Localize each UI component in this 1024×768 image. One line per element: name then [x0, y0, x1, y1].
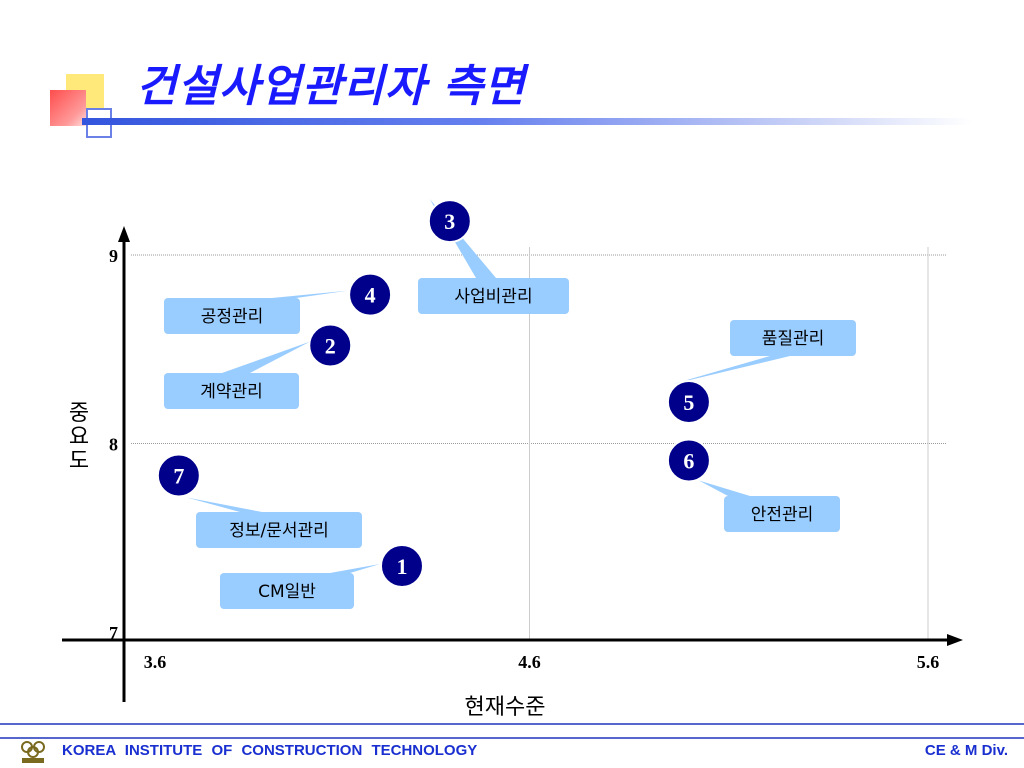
data-point-marker	[666, 438, 711, 483]
data-point-number: 7	[173, 464, 184, 489]
chart-axes	[62, 226, 963, 702]
x-axis-title: 현재수준	[465, 695, 546, 720]
callout-label: 공정관리	[201, 307, 264, 327]
title-underline	[82, 118, 972, 125]
footer-org-name: KOREA INSTITUTE OF CONSTRUCTION TECHNOLO…	[62, 742, 478, 759]
decor-square-red	[50, 90, 86, 126]
callout-label: 정보/문서관리	[229, 521, 329, 541]
x-tick-label: 3.6	[144, 652, 167, 672]
chart-markers: 1 2 3 4 5 6 7	[156, 199, 711, 589]
chart-ticks: 3.6 4.6 5.6 7 8 9	[109, 246, 939, 672]
footer-division: CE & M Div.	[924, 742, 1008, 759]
data-point-number: 1	[396, 554, 407, 579]
data-point-marker	[308, 323, 353, 368]
y-tick-label: 7	[109, 623, 118, 643]
callout-label: CM일반	[258, 582, 316, 602]
x-axis-arrow	[947, 634, 963, 646]
callout-tail	[186, 497, 262, 512]
data-point-marker	[156, 453, 201, 498]
callout-label: 안전관리	[751, 505, 814, 525]
y-tick-label: 8	[109, 435, 118, 455]
data-point-marker	[666, 380, 711, 425]
callout-label: 품질관리	[762, 329, 825, 349]
footer-divider-bottom	[0, 737, 1024, 739]
data-point-number: 3	[444, 209, 455, 234]
callout-tail	[272, 290, 349, 298]
callout-box	[730, 320, 856, 356]
callout-box	[164, 298, 300, 334]
x-tick-label: 4.6	[518, 652, 541, 672]
callout-tail	[672, 356, 790, 385]
data-point-number: 2	[325, 333, 336, 358]
callout-label: 사업비관리	[454, 287, 532, 307]
page-title: 건설사업관리자 측면	[136, 61, 526, 112]
data-point-marker	[379, 544, 424, 589]
callout-tail	[330, 564, 380, 573]
y-tick-label: 9	[109, 246, 118, 266]
data-point-number: 6	[683, 448, 694, 473]
y-axis-arrow	[118, 226, 130, 242]
kict-logo-icon	[21, 741, 45, 763]
x-tick-label: 5.6	[917, 652, 940, 672]
data-point-number: 4	[365, 283, 376, 308]
callout-box	[220, 573, 354, 609]
data-point-marker	[348, 272, 393, 317]
data-point-marker	[427, 199, 472, 244]
callout-tail	[222, 341, 311, 373]
footer-divider-top	[0, 723, 1024, 725]
callout-box	[418, 278, 569, 314]
callout-tail	[698, 480, 750, 496]
data-point-number: 5	[683, 390, 694, 415]
callout-label: 계약관리	[200, 382, 263, 402]
callout-box	[164, 373, 299, 409]
callout-box	[196, 512, 362, 548]
callout-box	[724, 496, 840, 532]
